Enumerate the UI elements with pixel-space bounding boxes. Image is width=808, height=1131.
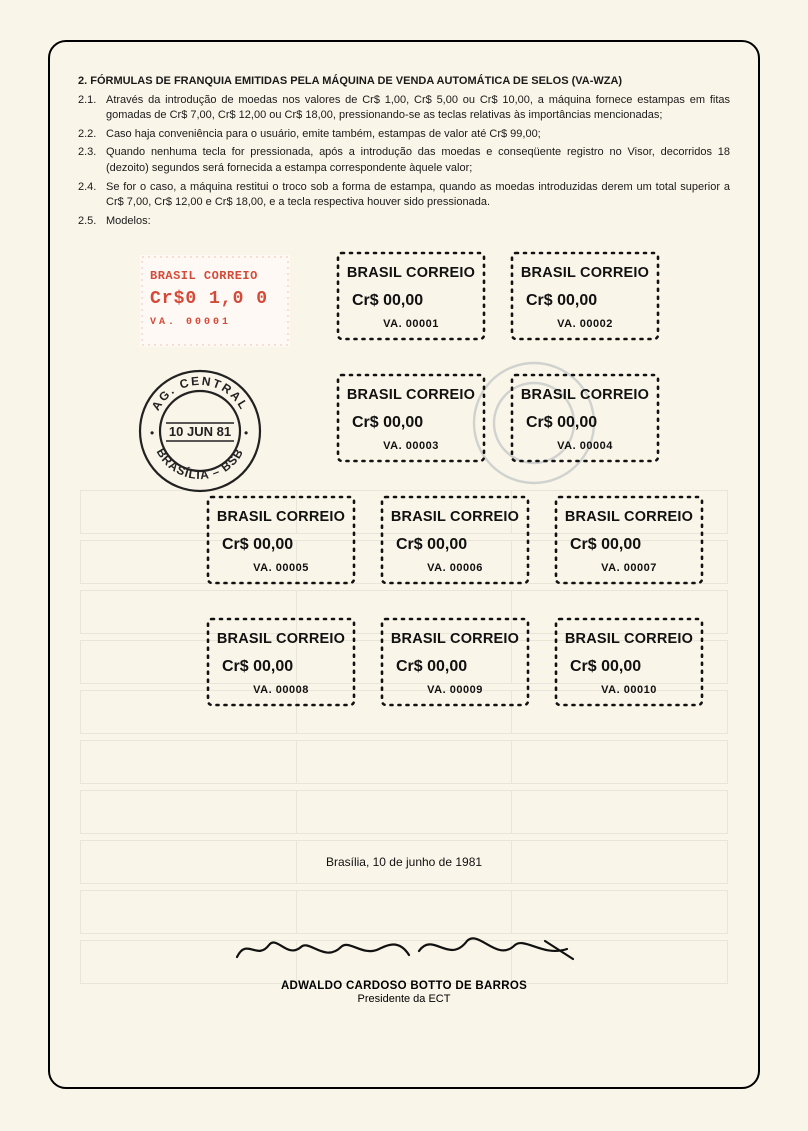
stamp-value: Cr$ 00,00 [570,536,641,553]
real-stamp: BRASIL CORREIO Cr$0 1,0 0 VA. 00001 [140,255,290,347]
stamp-code: VA. 00005 [253,562,309,574]
stamp-code: VA. 00004 [557,440,613,452]
postmark-bottom: BRASÍLIA – BSB [154,446,247,483]
real-stamp-code: VA. 00001 [150,317,280,328]
signature-block: ADWALDO CARDOSO BOTTO DE BARROS Presiden… [78,927,730,1005]
stamp-value: Cr$ 00,00 [396,536,467,553]
page-frame: 2. FÓRMULAS DE FRANQUIA EMITIDAS PELA MÁ… [48,40,760,1089]
stamp-header: BRASIL CORREIO [521,265,649,281]
item-number: 2.1. [78,93,106,124]
item-number: 2.3. [78,145,106,176]
item-text: Caso haja conveniência para o usuário, e… [106,127,730,143]
svg-text:BRASÍLIA – BSB: BRASÍLIA – BSB [154,446,247,483]
signature-name: ADWALDO CARDOSO BOTTO DE BARROS [78,980,730,992]
stamp-code: VA. 00003 [383,440,439,452]
stamp-value: Cr$ 00,00 [526,414,597,431]
stamp-header: BRASIL CORREIO [565,509,693,525]
stamp-value: Cr$ 00,00 [526,292,597,309]
stamp-code: VA. 00009 [427,684,483,696]
stamp-value: Cr$ 00,00 [352,414,423,431]
stamp-code: VA. 00007 [601,562,657,574]
item-text: Se for o caso, a máquina restitui o troc… [106,180,730,211]
stamp-value: Cr$ 00,00 [222,536,293,553]
item-text: Através da introdução de moedas nos valo… [106,93,730,124]
stamp-value: Cr$ 00,00 [352,292,423,309]
stamp-model: BRASIL CORREIO Cr$ 00,00 VA. 00003 [332,369,490,467]
stamp-model: BRASIL CORREIO Cr$ 00,00 VA. 00004 [506,369,664,467]
footer-date: Brasília, 10 de junho de 1981 [78,855,730,869]
stamp-model: BRASIL CORREIO Cr$ 00,00 VA. 00006 [376,491,534,589]
real-stamp-value: Cr$0 1,0 0 [150,289,280,309]
stamp-code: VA. 00006 [427,562,483,574]
signature-title: Presidente da ECT [78,993,730,1005]
list-item: 2.4.Se for o caso, a máquina restitui o … [78,180,730,211]
stamp-header: BRASIL CORREIO [217,509,345,525]
list-item: 2.2.Caso haja conveniência para o usuári… [78,127,730,143]
stamp-model: BRASIL CORREIO Cr$ 00,00 VA. 00010 [550,613,708,711]
stamp-value: Cr$ 00,00 [396,658,467,675]
stamp-header: BRASIL CORREIO [565,631,693,647]
item-text: Modelos: [106,214,730,230]
list-item: 2.3.Quando nenhuma tecla for pressionada… [78,145,730,176]
stamp-code: VA. 00010 [601,684,657,696]
stamp-model: BRASIL CORREIO Cr$ 00,00 VA. 00009 [376,613,534,711]
text-section: 2. FÓRMULAS DE FRANQUIA EMITIDAS PELA MÁ… [78,74,730,229]
stamp-value: Cr$ 00,00 [222,658,293,675]
item-number: 2.2. [78,127,106,143]
item-number: 2.4. [78,180,106,211]
postmark-brasilia: AG. CENTRAL BRASÍLIA – BSB 10 JUN 81 • • [136,367,264,495]
svg-text:•: • [150,426,154,440]
stamp-header: BRASIL CORREIO [521,387,649,403]
stamp-header: BRASIL CORREIO [391,631,519,647]
stamp-model: BRASIL CORREIO Cr$ 00,00 VA. 00008 [202,613,360,711]
stamp-header: BRASIL CORREIO [347,265,475,281]
stamp-header: BRASIL CORREIO [391,509,519,525]
stamp-code: VA. 00002 [557,318,613,330]
real-stamp-header: BRASIL CORREIO [150,269,280,283]
stamp-model: BRASIL CORREIO Cr$ 00,00 VA. 00002 [506,247,664,345]
list-item: 2.1.Através da introdução de moedas nos … [78,93,730,124]
stamp-value: Cr$ 00,00 [570,658,641,675]
svg-text:AG. CENTRAL: AG. CENTRAL [149,374,252,413]
item-text: Quando nenhuma tecla for pressionada, ap… [106,145,730,176]
postmark-top: AG. CENTRAL [149,374,252,413]
stamp-model: BRASIL CORREIO Cr$ 00,00 VA. 00005 [202,491,360,589]
postmark-date: 10 JUN 81 [169,424,231,439]
stamp-model: BRASIL CORREIO Cr$ 00,00 VA. 00001 [332,247,490,345]
list-item: 2.5.Modelos: [78,214,730,230]
models-area: BRASIL CORREIO Cr$0 1,0 0 VA. 00001 AG. … [78,247,730,807]
stamp-code: VA. 00001 [383,318,439,330]
svg-text:•: • [244,426,248,440]
stamp-code: VA. 00008 [253,684,309,696]
stamp-header: BRASIL CORREIO [217,631,345,647]
stamp-model: BRASIL CORREIO Cr$ 00,00 VA. 00007 [550,491,708,589]
section-heading: 2. FÓRMULAS DE FRANQUIA EMITIDAS PELA MÁ… [78,74,730,90]
signature-image [229,927,579,969]
stamp-header: BRASIL CORREIO [347,387,475,403]
item-number: 2.5. [78,214,106,230]
